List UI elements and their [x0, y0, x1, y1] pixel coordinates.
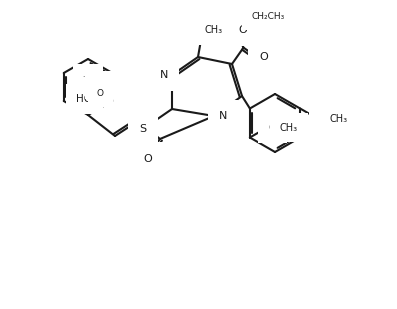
Text: HO: HO — [76, 94, 92, 104]
Text: O: O — [97, 88, 104, 98]
Text: O: O — [260, 52, 268, 62]
Text: O: O — [143, 154, 152, 163]
Text: CH₃: CH₃ — [330, 113, 348, 124]
Text: O: O — [319, 113, 327, 124]
Text: N: N — [219, 111, 227, 121]
Text: CH₃: CH₃ — [204, 25, 222, 35]
Text: ⁻O: ⁻O — [83, 74, 94, 83]
Text: O: O — [269, 122, 277, 133]
Text: CH₃: CH₃ — [280, 122, 298, 133]
Text: N: N — [160, 70, 168, 80]
Text: S: S — [139, 124, 146, 134]
Text: CH₂CH₃: CH₂CH₃ — [251, 12, 284, 21]
Text: O: O — [239, 25, 248, 35]
Text: N⁺: N⁺ — [94, 81, 106, 90]
